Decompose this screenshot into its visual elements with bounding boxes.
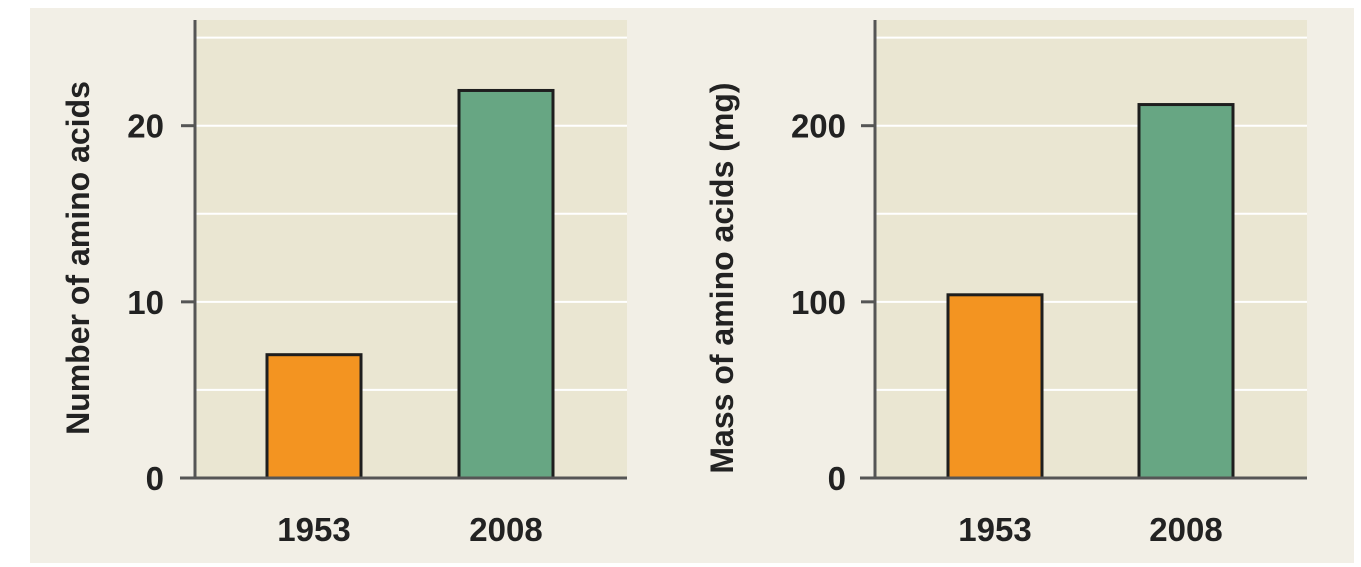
y-tick-label: 100 <box>791 284 846 321</box>
plot-area-left <box>195 20 627 478</box>
gridlines-left <box>195 36 627 391</box>
x-tick-label-2008: 2008 <box>1149 511 1222 548</box>
bar-1953 <box>265 353 363 480</box>
y-axis-label-right: Mass of amino acids (mg) <box>704 82 740 473</box>
bar-2008 <box>457 88 555 480</box>
chart-number-of-amino-acids: 0 10 20 1953 2008 Number of amino acids <box>60 20 627 548</box>
y-axis-label-left: Number of amino acids <box>60 81 96 435</box>
x-tick-labels-right: 1953 2008 <box>958 511 1222 548</box>
chart-mass-of-amino-acids: 0 100 200 1953 2008 Mass of amino acids (mg… <box>704 20 1307 548</box>
bar-2008 <box>1137 103 1235 480</box>
y-tick-label: 200 <box>791 108 846 145</box>
y-tick-label: 0 <box>828 460 846 497</box>
bar-1953 <box>946 293 1044 480</box>
x-tick-label-2008: 2008 <box>469 511 542 548</box>
y-tick-label: 0 <box>146 460 164 497</box>
y-tick-label: 20 <box>127 108 164 145</box>
bars-left <box>265 88 555 480</box>
x-tick-labels-left: 1953 2008 <box>277 511 542 548</box>
y-tick-labels-left: 0 10 20 <box>127 108 195 497</box>
x-tick-label-1953: 1953 <box>277 511 350 548</box>
y-tick-labels-right: 0 100 200 <box>791 108 875 497</box>
bars-right <box>946 103 1235 480</box>
y-tick-label: 10 <box>127 284 164 321</box>
x-tick-label-1953: 1953 <box>958 511 1031 548</box>
plot-area-right <box>875 20 1307 478</box>
